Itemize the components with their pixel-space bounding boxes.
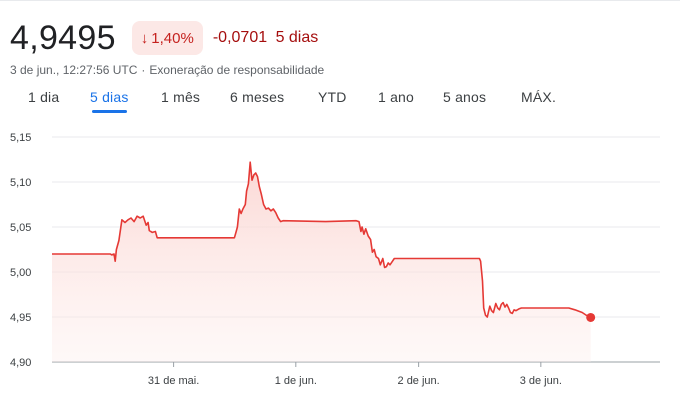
timestamp: 3 de jun., 12:27:56 UTC [10,63,138,77]
tab-5-dias[interactable]: 5 dias [90,89,129,105]
tab-1-dia[interactable]: 1 dia [28,89,60,105]
y-tick-label: 4,90 [10,357,31,369]
price-area-fill [52,162,591,362]
y-tick-label: 5,15 [10,132,31,144]
tab-6-meses[interactable]: 6 meses [230,89,285,105]
x-axis: 31 de mai. 1 de jun. 2 de jun. 3 de jun. [148,362,562,387]
tab-1-ano[interactable]: 1 ano [378,89,415,105]
y-tick-label: 5,10 [10,177,31,189]
arrow-down-icon: ↓ [140,29,149,47]
meta-separator: · [141,63,146,77]
tab-máx[interactable]: MÁX. [521,89,557,105]
x-tick-label: 1 de jun. [275,375,317,387]
change-percent-badge: ↓ 1,40% [131,21,203,55]
change-value: -0,0701 [212,29,268,46]
y-tick-label: 5,00 [10,267,31,279]
range-tabs: 1 dia 5 dias 1 mês 6 meses YTD 1 ano 5 anos MÁX… [0,86,680,116]
y-axis: 5,15 5,10 5,05 5,00 4,95 4,90 [10,132,31,369]
change-value-group: -0,0701 5 dias [213,29,318,47]
active-tab-underline [92,110,127,113]
price-line [52,161,591,319]
disclaimer-link[interactable]: Exoneração de responsabilidade [149,63,325,77]
x-tick-label: 31 de mai. [148,375,199,387]
change-percent: 1,40% [151,29,194,47]
last-price-marker [586,312,596,322]
x-tick-label: 2 de jun. [398,375,440,387]
quote-header: 4,9495 ↓ 1,40% -0,0701 5 dias [10,18,318,58]
tab-5-anos[interactable]: 5 anos [443,89,487,105]
tab-ytd[interactable]: YTD [318,89,347,105]
tab-1-mês[interactable]: 1 mês [161,89,201,105]
change-period: 5 dias [275,29,319,46]
top-divider [0,0,680,1]
x-tick-label: 3 de jun. [520,375,562,387]
quote-meta: 3 de jun., 12:27:56 UTC · Exoneração de re… [10,63,324,77]
price-value: 4,9495 [10,19,116,57]
y-tick-label: 4,95 [10,312,31,324]
y-tick-label: 5,05 [10,222,31,234]
